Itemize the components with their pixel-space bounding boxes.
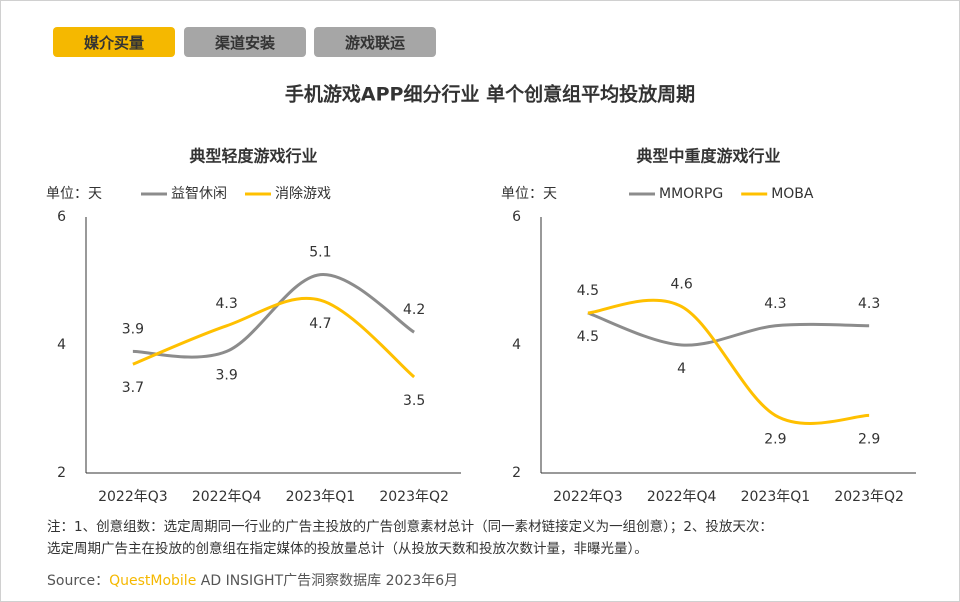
unit-label: 单位：天 [501,186,557,202]
data-label: 3.5 [403,393,425,409]
tab[interactable]: 渠道安装 [184,27,306,57]
y-tick-label: 2 [512,465,521,481]
x-tick-label: 2023年Q2 [834,489,904,505]
source-text: AD INSIGHT广告洞察数据库 2023年6月 [200,573,459,589]
data-label: 4.7 [309,316,331,332]
unit-label: 单位：天 [46,186,102,202]
data-label: 4.6 [670,277,692,293]
legend-label: 益智休闲 [171,186,227,202]
tab[interactable]: 游戏联运 [314,27,436,57]
x-tick-label: 2022年Q3 [98,489,168,505]
y-tick-label: 4 [57,337,66,353]
data-label: 5.1 [309,245,331,261]
page-title: 手机游戏APP细分行业 单个创意组平均投放周期 [285,83,695,106]
y-tick-label: 4 [512,337,521,353]
data-label: 3.9 [122,321,144,337]
y-tick-label: 6 [512,209,521,225]
data-label: 2.9 [858,431,880,447]
legend-label: MMORPG [659,186,723,202]
data-label: 4.2 [403,302,425,318]
data-label: 4.3 [764,296,786,312]
line-series [587,298,870,425]
x-tick-label: 2022年Q4 [647,489,717,505]
y-tick-label: 6 [57,209,66,225]
note-line: 选定周期广告主在投放的创意组在指定媒体的投放量总计（从投放天数和投放次数计量，非… [47,541,648,557]
data-label: 3.7 [122,380,144,396]
x-tick-label: 2022年Q4 [192,489,262,505]
source: Source：QuestMobile AD INSIGHT广告洞察数据库 202… [47,570,458,590]
legend-label: 消除游戏 [275,186,331,202]
data-label: 3.9 [215,367,237,383]
x-tick-label: 2023年Q1 [286,489,356,505]
data-label: 4 [677,361,686,377]
x-tick-label: 2022年Q3 [553,489,623,505]
source-brand: QuestMobile [109,573,197,589]
data-label: 4.5 [577,329,599,345]
data-label: 2.9 [764,431,786,447]
tab[interactable]: 媒介买量 [53,27,175,57]
source-label: Source： [47,573,110,589]
x-tick-label: 2023年Q2 [379,489,449,505]
chart-title: 典型轻度游戏行业 [189,147,317,166]
data-label: 4.3 [858,296,880,312]
data-label: 4.5 [577,283,599,299]
y-tick-label: 2 [57,465,66,481]
chart-title: 典型中重度游戏行业 [636,147,780,166]
legend-label: MOBA [771,186,814,202]
x-tick-label: 2023年Q1 [741,489,811,505]
data-label: 4.3 [215,296,237,312]
note-line: 注：1、创意组数：选定周期同一行业的广告主投放的广告创意素材总计（同一素材链接定… [47,519,773,535]
line-series [587,311,870,347]
line-series [132,296,416,379]
